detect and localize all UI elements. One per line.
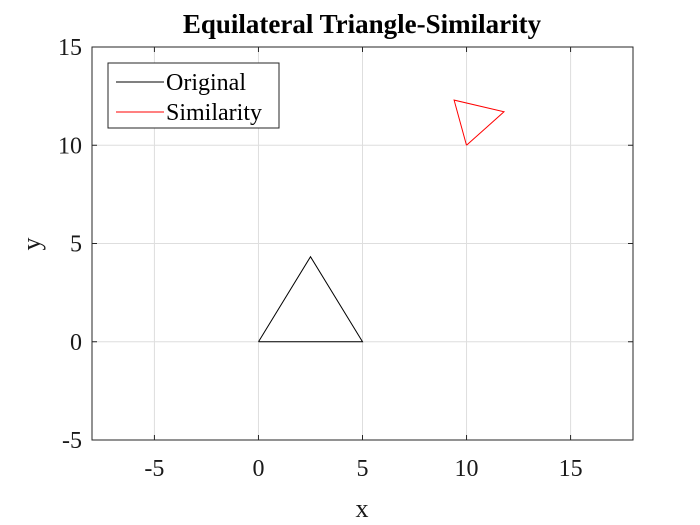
legend-box: [107, 62, 280, 129]
x-axis-label: x: [356, 494, 369, 523]
series-line-1: [453, 99, 506, 146]
y-tick-label: 5: [70, 232, 82, 258]
y-tick-label: 0: [70, 330, 82, 356]
x-tick-label: -5: [144, 456, 164, 482]
x-tick-label: 0: [252, 456, 264, 482]
legend: Original Similarity: [107, 62, 280, 129]
y-tick-label: 10: [58, 133, 82, 159]
legend-label-1: Similarity: [166, 100, 262, 126]
y-tick-label: -5: [62, 428, 82, 454]
x-tick-label: 15: [559, 456, 583, 482]
tick-labels: -5 0 5 10 15 -5 0 5 10 15: [58, 35, 583, 482]
legend-label-0: Original: [166, 70, 246, 96]
y-tick-label: 15: [58, 35, 82, 61]
ticks: [92, 46, 633, 441]
y-axis-label: y: [17, 238, 46, 251]
x-tick-label: 5: [357, 456, 369, 482]
plot-area: [258, 99, 506, 343]
x-tick-label: 10: [455, 456, 479, 482]
series-line-0: [258, 255, 364, 343]
chart-title: Equilateral Triangle-Similarity: [183, 9, 542, 39]
